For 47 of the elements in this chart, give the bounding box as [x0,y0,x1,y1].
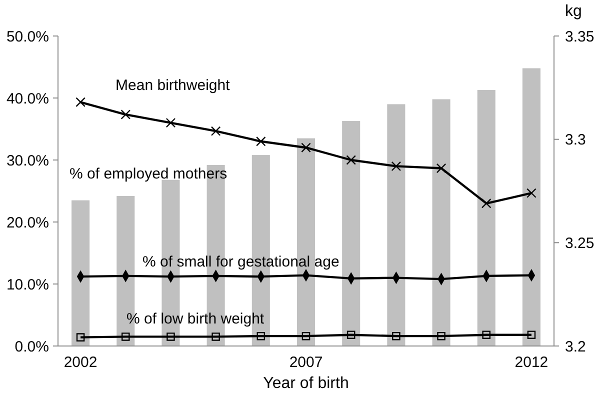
bar [387,104,406,346]
series-label: Mean birthweight [116,77,231,94]
point [256,136,266,146]
series-label: % of small for gestational age [142,254,340,271]
point [256,332,266,340]
x-tick-label: 2007 [289,354,323,371]
point [166,118,176,128]
point [527,330,536,339]
point [346,330,356,339]
point [122,332,130,341]
y-tick-label: 0.0% [14,338,49,356]
point [210,126,221,136]
point [302,332,310,340]
y-tick-label: 20.0% [6,214,49,232]
point [391,161,402,172]
point [301,142,311,152]
point [76,333,85,342]
y2-axis-title: kg [565,3,582,20]
point [481,198,492,208]
bar [342,120,360,346]
point [212,332,220,341]
point [120,110,131,120]
y2-tick-label: 3.3 [565,132,586,149]
y2-tick-label: 3.35 [565,28,594,46]
series-label: % of low birth weight [126,310,265,328]
bar [72,200,90,346]
point [76,97,86,108]
point [166,332,175,341]
x-axis-title: Year of birth [263,375,349,392]
point [436,163,446,174]
point [346,155,356,165]
bar [522,68,540,346]
y-tick-label: 50.0% [6,28,49,46]
point [482,330,490,339]
bar [477,90,496,346]
y-tick-label: 10.0% [6,276,49,294]
series-label: % of employed mothers [70,165,228,182]
point [392,332,400,340]
x-tick-label: 2012 [514,354,548,371]
point [437,332,446,340]
x-tick-label: 2002 [64,354,98,371]
y2-tick-label: 3.2 [565,338,586,356]
bar [432,99,450,346]
y-tick-label: 30.0% [6,152,49,170]
y-tick-label: 40.0% [6,90,49,108]
point [526,188,536,198]
y2-tick-label: 3.25 [565,234,594,252]
